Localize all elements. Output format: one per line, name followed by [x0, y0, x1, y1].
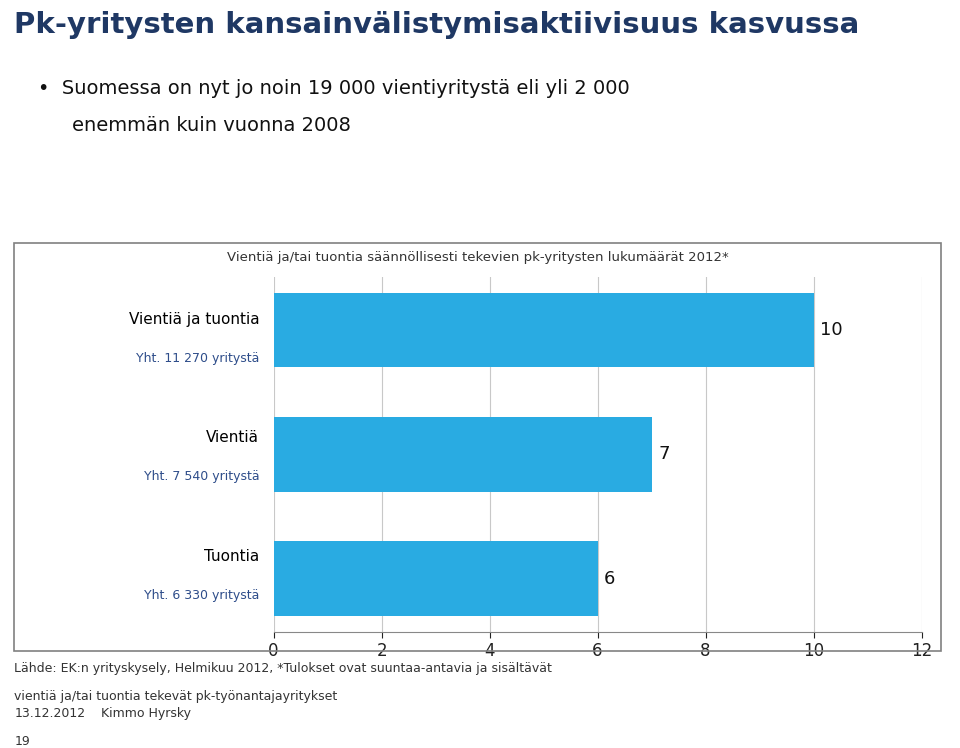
- Text: Yht. 6 330 yritystä: Yht. 6 330 yritystä: [144, 589, 259, 602]
- Bar: [274, 542, 597, 616]
- Text: 19: 19: [14, 735, 30, 747]
- Text: 10: 10: [820, 321, 843, 339]
- Text: Yht. 7 540 yritystä: Yht. 7 540 yritystä: [144, 470, 259, 483]
- Text: •  Suomessa on nyt jo noin 19 000 vientiyritystä eli yli 2 000: • Suomessa on nyt jo noin 19 000 vientiy…: [38, 79, 630, 97]
- Text: Tuontia: Tuontia: [204, 549, 259, 564]
- Text: Yht. 11 270 yritystä: Yht. 11 270 yritystä: [135, 352, 259, 365]
- Text: enemmän kuin vuonna 2008: enemmän kuin vuonna 2008: [72, 116, 350, 135]
- Text: Vientiä ja tuontia: Vientiä ja tuontia: [129, 312, 259, 327]
- Bar: [274, 293, 813, 367]
- Text: Vientiä: Vientiä: [206, 430, 259, 446]
- Text: Vientiä ja/tai tuontia säännöllisesti tekevien pk-yritysten lukumäärät 2012*: Vientiä ja/tai tuontia säännöllisesti te…: [227, 251, 729, 263]
- Text: Lähde: EK:n yrityskysely, Helmikuu 2012, *Tulokset ovat suuntaa-antavia ja sisäl: Lähde: EK:n yrityskysely, Helmikuu 2012,…: [14, 662, 552, 675]
- Text: Pk-yritysten kansainvälistymisaktiivisuus kasvussa: Pk-yritysten kansainvälistymisaktiivisuu…: [14, 11, 859, 39]
- Bar: [274, 417, 652, 491]
- Text: 6: 6: [604, 570, 615, 588]
- Text: vientiä ja/tai tuontia tekevät pk-työnantajayritykset: vientiä ja/tai tuontia tekevät pk-työnan…: [14, 690, 338, 703]
- Text: 7: 7: [658, 445, 669, 464]
- Text: 13.12.2012: 13.12.2012: [14, 707, 85, 720]
- Text: Kimmo Hyrsky: Kimmo Hyrsky: [101, 707, 191, 720]
